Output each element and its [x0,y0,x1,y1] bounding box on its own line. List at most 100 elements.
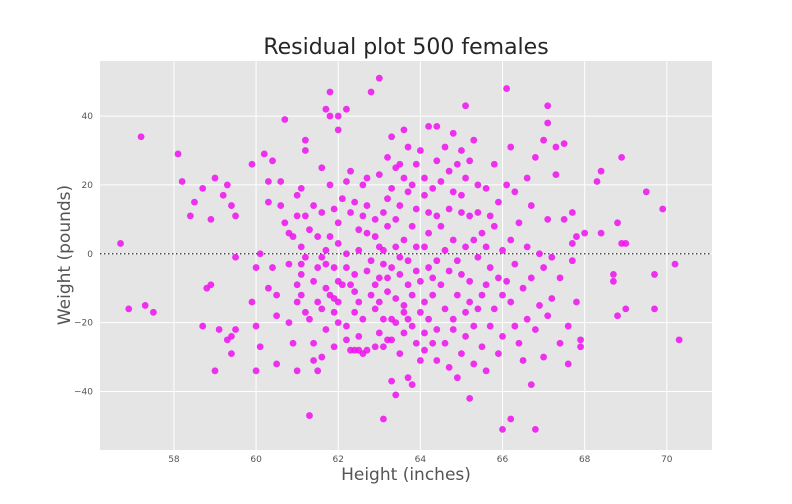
data-point [297,291,305,299]
data-point [301,253,309,261]
data-point [568,257,576,265]
data-point [310,202,317,209]
data-point [412,160,420,168]
data-point [548,253,556,261]
data-point [355,298,363,306]
data-point [265,198,272,206]
x-tick-labels: 58 60 62 64 66 68 70 [168,455,673,465]
data-point [437,222,445,230]
data-point [433,357,441,364]
data-point [445,267,453,275]
data-point [334,298,342,306]
data-point [396,350,404,358]
data-point [293,367,301,375]
data-point [527,381,535,388]
data-point [199,322,207,330]
data-point [453,291,461,299]
data-point [433,212,441,220]
data-point [380,415,387,423]
data-point [347,167,354,175]
data-point [503,85,511,92]
data-point [482,367,490,375]
data-point [540,136,547,144]
plot-background [100,61,712,450]
data-point [252,264,260,271]
data-point [421,329,428,337]
data-point [375,74,383,82]
data-point [297,243,305,251]
data-point [293,191,301,199]
data-point [355,226,363,234]
data-point [642,188,650,196]
data-point [289,339,297,347]
data-point [425,123,432,130]
data-point [380,315,387,323]
data-point [310,339,317,347]
data-point [380,209,387,216]
data-points [117,74,683,433]
data-point [326,88,334,96]
data-point [293,298,301,306]
data-point [232,326,239,333]
data-point [248,160,256,168]
data-point [404,281,412,289]
data-point [449,326,457,333]
x-axis-label: Height (inches) [341,465,471,485]
data-point [330,264,338,271]
data-point [531,425,539,433]
data-point [577,336,584,344]
data-point [384,222,391,230]
data-point [380,260,387,268]
data-point [260,150,268,158]
data-point [675,336,683,344]
data-point [429,291,437,299]
data-point [441,143,449,151]
data-point [568,240,576,247]
data-point [490,160,498,168]
data-point [486,322,494,330]
data-point [375,171,383,179]
data-point [462,243,469,251]
data-point [211,367,219,375]
data-point [466,298,474,306]
data-point [400,302,408,309]
data-point [404,315,412,323]
data-point [523,243,531,251]
data-point [334,126,342,134]
data-point [499,425,506,433]
data-point [277,178,285,185]
data-point [281,219,289,227]
data-point [396,202,404,209]
data-point [371,233,379,240]
data-point [622,240,630,247]
data-point [186,212,194,220]
data-point [610,277,617,285]
data-point [499,291,506,299]
data-point [544,119,552,127]
data-point [367,257,375,265]
data-point [347,281,354,289]
data-point [671,260,679,268]
data-point [371,343,379,351]
data-point [478,229,486,237]
data-point [392,319,400,327]
data-point [458,209,465,216]
data-point [408,381,416,388]
data-point [252,322,260,330]
data-point [433,123,441,130]
data-point [384,274,391,282]
data-point [363,229,371,237]
data-point [322,284,330,292]
data-point [482,184,490,192]
data-point [470,322,478,330]
data-point [367,291,375,299]
data-point [330,308,338,316]
data-point [651,271,658,278]
x-tick-label: 60 [250,455,262,465]
data-point [425,209,432,216]
data-point [396,160,404,168]
data-point [544,102,552,110]
data-point [178,178,186,185]
data-point [433,157,441,165]
